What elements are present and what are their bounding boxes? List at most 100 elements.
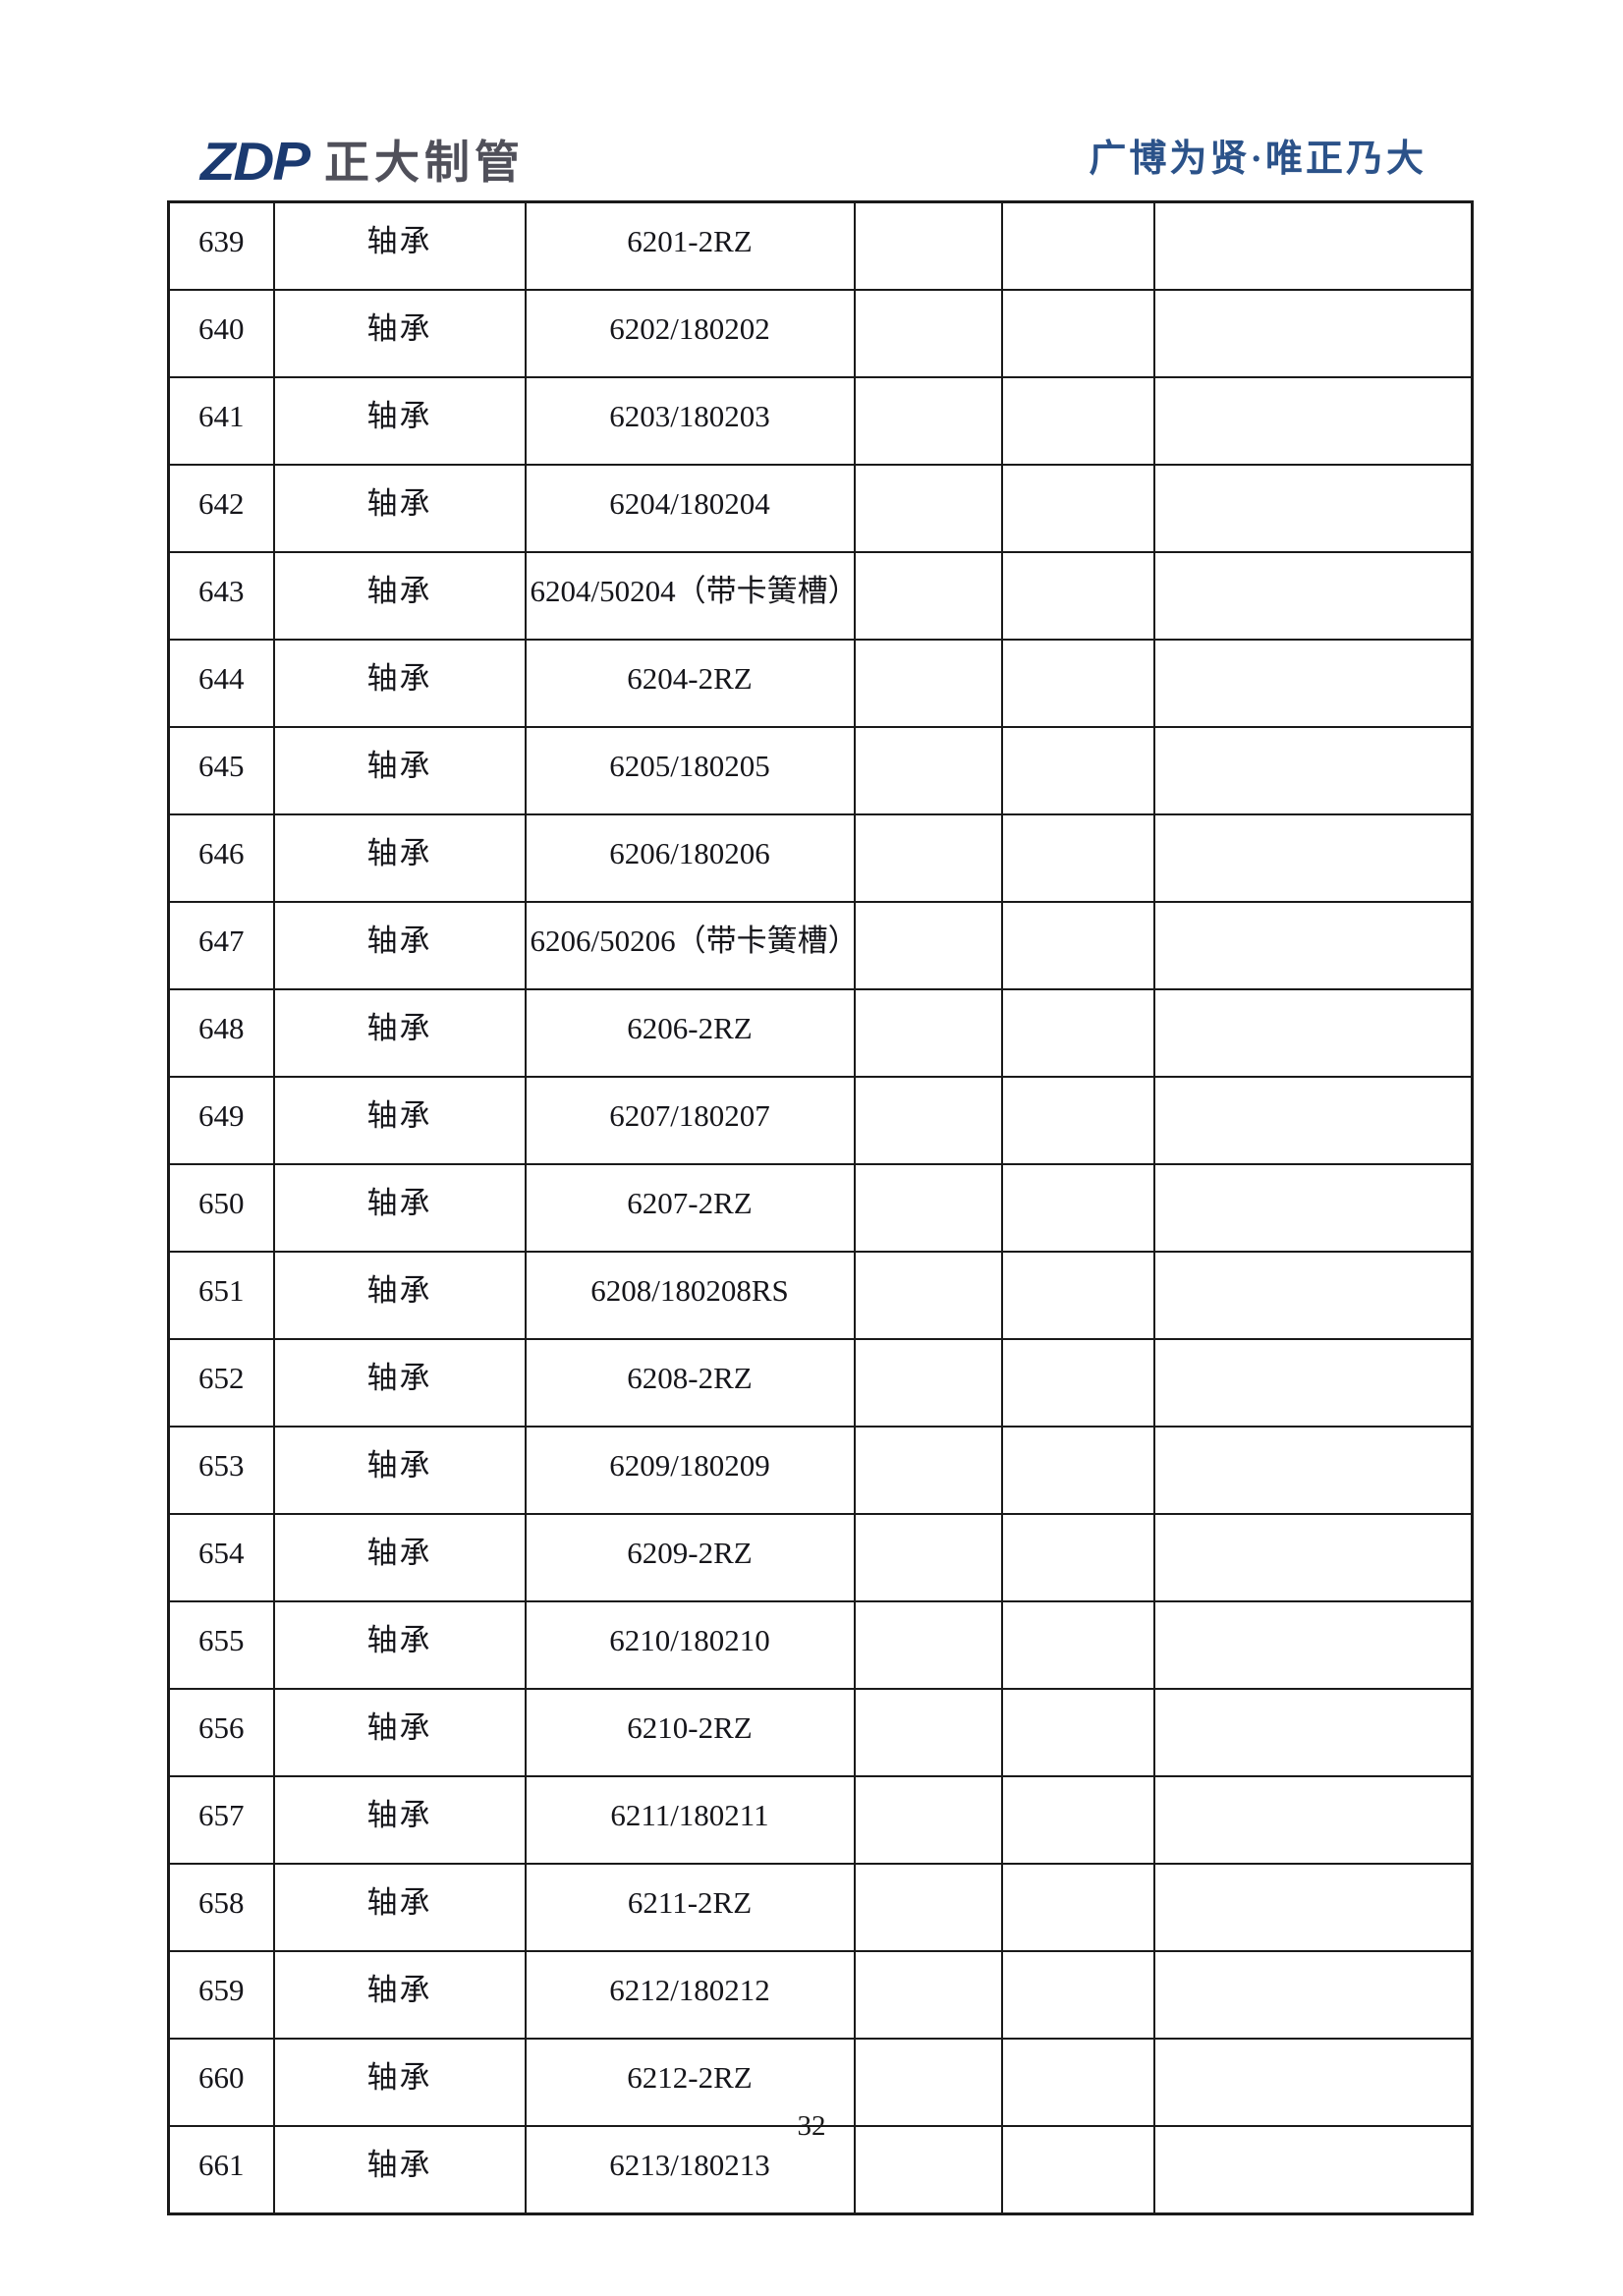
table-row: 651 轴承 6208/180208RS xyxy=(167,1251,1474,1340)
cell-empty-3 xyxy=(1152,2038,1474,2127)
cell-part-name: 轴承 xyxy=(272,1775,527,1865)
cell-empty-3 xyxy=(1152,2125,1474,2215)
cell-part-name: 轴承 xyxy=(272,813,527,903)
cell-empty-2 xyxy=(1000,1775,1155,1865)
cell-empty-1 xyxy=(853,1426,1003,1515)
cell-empty-3 xyxy=(1152,1426,1474,1515)
cell-empty-2 xyxy=(1000,1163,1155,1253)
table-row: 656 轴承 6210-2RZ xyxy=(167,1688,1474,1777)
cell-serial-number: 642 xyxy=(167,464,275,553)
cell-empty-2 xyxy=(1000,376,1155,466)
cell-model-number: 6208/180208RS xyxy=(524,1251,856,1340)
cell-empty-1 xyxy=(853,1251,1003,1340)
parts-table-body: 639 轴承 6201-2RZ 640 轴承 6202/180202 641 轴… xyxy=(167,200,1474,2215)
cell-empty-2 xyxy=(1000,813,1155,903)
cell-empty-1 xyxy=(853,376,1003,466)
cell-empty-3 xyxy=(1152,1775,1474,1865)
table-row: 658 轴承 6211-2RZ xyxy=(167,1863,1474,1952)
cell-serial-number: 655 xyxy=(167,1600,275,1690)
cell-empty-1 xyxy=(853,551,1003,641)
cell-model-number: 6206-2RZ xyxy=(524,988,856,1078)
table-row: 650 轴承 6207-2RZ xyxy=(167,1163,1474,1253)
cell-serial-number: 640 xyxy=(167,289,275,378)
cell-empty-2 xyxy=(1000,1600,1155,1690)
table-row: 645 轴承 6205/180205 xyxy=(167,726,1474,815)
cell-empty-2 xyxy=(1000,2125,1155,2215)
cell-empty-3 xyxy=(1152,988,1474,1078)
cell-empty-1 xyxy=(853,289,1003,378)
table-row: 653 轴承 6209/180209 xyxy=(167,1426,1474,1515)
cell-model-number: 6213/180213 xyxy=(524,2125,856,2215)
cell-empty-1 xyxy=(853,813,1003,903)
cell-empty-3 xyxy=(1152,200,1474,291)
cell-part-name: 轴承 xyxy=(272,551,527,641)
cell-serial-number: 654 xyxy=(167,1513,275,1602)
cell-serial-number: 646 xyxy=(167,813,275,903)
cell-model-number: 6212-2RZ xyxy=(524,2038,856,2127)
cell-empty-1 xyxy=(853,1775,1003,1865)
cell-part-name: 轴承 xyxy=(272,376,527,466)
cell-empty-2 xyxy=(1000,200,1155,291)
cell-empty-2 xyxy=(1000,1863,1155,1952)
cell-empty-2 xyxy=(1000,1950,1155,2040)
cell-empty-3 xyxy=(1152,1513,1474,1602)
cell-part-name: 轴承 xyxy=(272,901,527,990)
cell-model-number: 6211-2RZ xyxy=(524,1863,856,1952)
cell-model-number: 6211/180211 xyxy=(524,1775,856,1865)
cell-empty-3 xyxy=(1152,1338,1474,1428)
page-number: 32 xyxy=(797,2110,826,2142)
cell-model-number: 6212/180212 xyxy=(524,1950,856,2040)
cell-part-name: 轴承 xyxy=(272,464,527,553)
cell-empty-2 xyxy=(1000,464,1155,553)
cell-part-name: 轴承 xyxy=(272,1600,527,1690)
cell-empty-2 xyxy=(1000,289,1155,378)
cell-empty-3 xyxy=(1152,1950,1474,2040)
cell-model-number: 6210-2RZ xyxy=(524,1688,856,1777)
cell-serial-number: 653 xyxy=(167,1426,275,1515)
cell-empty-2 xyxy=(1000,1426,1155,1515)
cell-serial-number: 644 xyxy=(167,639,275,728)
cell-empty-2 xyxy=(1000,988,1155,1078)
table-row: 641 轴承 6203/180203 xyxy=(167,376,1474,466)
cell-empty-3 xyxy=(1152,1251,1474,1340)
cell-empty-2 xyxy=(1000,1338,1155,1428)
table-row: 642 轴承 6204/180204 xyxy=(167,464,1474,553)
cell-part-name: 轴承 xyxy=(272,1163,527,1253)
cell-model-number: 6204-2RZ xyxy=(524,639,856,728)
cell-empty-3 xyxy=(1152,1163,1474,1253)
cell-empty-1 xyxy=(853,1163,1003,1253)
cell-empty-3 xyxy=(1152,1688,1474,1777)
cell-empty-3 xyxy=(1152,551,1474,641)
cell-part-name: 轴承 xyxy=(272,988,527,1078)
cell-empty-1 xyxy=(853,464,1003,553)
table-row: 643 轴承 6204/50204（带卡簧槽） xyxy=(167,551,1474,641)
cell-model-number: 6204/180204 xyxy=(524,464,856,553)
cell-empty-1 xyxy=(853,1076,1003,1165)
cell-empty-3 xyxy=(1152,464,1474,553)
cell-model-number: 6209/180209 xyxy=(524,1426,856,1515)
cell-serial-number: 650 xyxy=(167,1163,275,1253)
cell-empty-3 xyxy=(1152,1863,1474,1952)
cell-serial-number: 651 xyxy=(167,1251,275,1340)
table-row: 646 轴承 6206/180206 xyxy=(167,813,1474,903)
cell-part-name: 轴承 xyxy=(272,726,527,815)
cell-part-name: 轴承 xyxy=(272,2038,527,2127)
cell-empty-2 xyxy=(1000,1076,1155,1165)
cell-part-name: 轴承 xyxy=(272,200,527,291)
cell-part-name: 轴承 xyxy=(272,1251,527,1340)
cell-empty-2 xyxy=(1000,901,1155,990)
table-row: 640 轴承 6202/180202 xyxy=(167,289,1474,378)
cell-serial-number: 643 xyxy=(167,551,275,641)
cell-empty-2 xyxy=(1000,639,1155,728)
cell-empty-1 xyxy=(853,1600,1003,1690)
cell-serial-number: 652 xyxy=(167,1338,275,1428)
cell-empty-3 xyxy=(1152,813,1474,903)
cell-empty-2 xyxy=(1000,2038,1155,2127)
cell-model-number: 6205/180205 xyxy=(524,726,856,815)
cell-serial-number: 645 xyxy=(167,726,275,815)
cell-model-number: 6210/180210 xyxy=(524,1600,856,1690)
cell-part-name: 轴承 xyxy=(272,1076,527,1165)
table-row: 657 轴承 6211/180211 xyxy=(167,1775,1474,1865)
table-row: 649 轴承 6207/180207 xyxy=(167,1076,1474,1165)
table-row: 654 轴承 6209-2RZ xyxy=(167,1513,1474,1602)
